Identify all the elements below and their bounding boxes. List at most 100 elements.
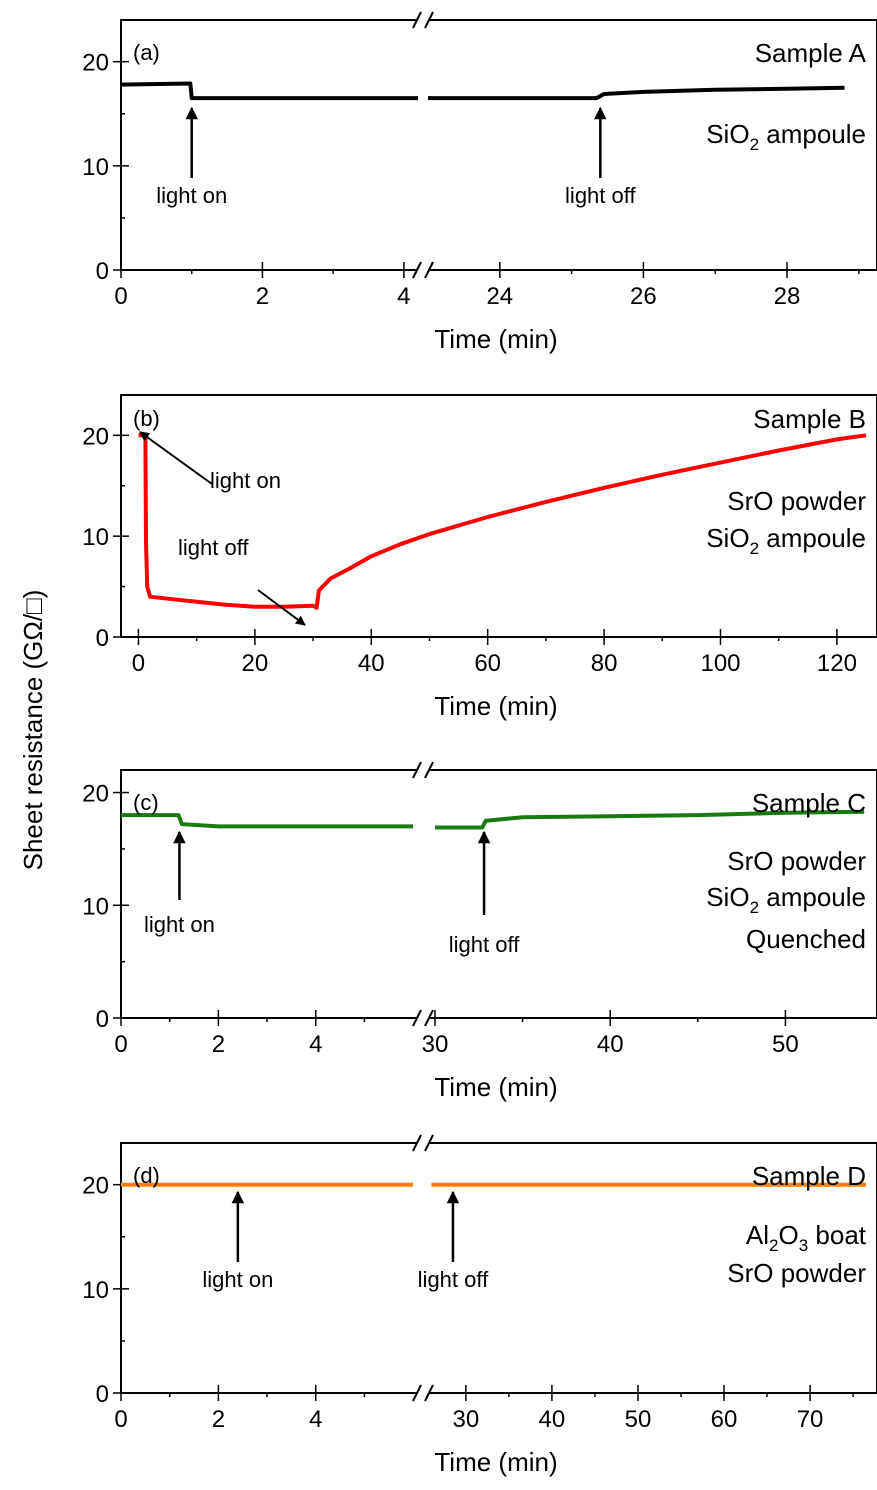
- data-series-line: [120, 81, 418, 101]
- x-tick-label: 60: [474, 650, 501, 677]
- x-tick-label: 120: [817, 650, 857, 677]
- x-tick-label: 4: [309, 1406, 322, 1433]
- x-tick-label: 0: [114, 283, 127, 310]
- condition-text: SiO: [706, 523, 749, 553]
- plot-frame: [120, 1142, 877, 1394]
- condition-text: Al: [746, 1220, 769, 1250]
- condition-subscript: 3: [799, 1236, 808, 1255]
- panel-letter: (d): [133, 1163, 160, 1188]
- annotation-label: light on: [210, 468, 281, 493]
- axis-break-gap: [417, 1389, 429, 1397]
- condition-text: SrO powder: [727, 1258, 866, 1288]
- data-series-line: [121, 813, 414, 829]
- x-tick-label: 28: [774, 283, 801, 310]
- annotation-label: light off: [178, 535, 249, 560]
- x-axis-title: Time (min): [434, 324, 557, 354]
- x-tick-label: 0: [114, 1031, 127, 1058]
- x-tick-label: 50: [772, 1031, 799, 1058]
- y-tick-label: 20: [82, 1173, 109, 1200]
- condition-label: SiO2 ampoule: [706, 119, 866, 154]
- y-tick-label: 0: [96, 1381, 109, 1408]
- annotation-label: light off: [418, 1267, 489, 1292]
- x-tick-label: 30: [422, 1031, 449, 1058]
- panel-letter: (b): [133, 406, 160, 431]
- condition-subscript: 2: [750, 135, 759, 154]
- axis-break-mark: [412, 1134, 422, 1152]
- axis-break-mark: [412, 761, 422, 779]
- x-tick-label: 40: [358, 650, 385, 677]
- annotation-arrow: [257, 589, 306, 626]
- x-tick-label: 2: [212, 1406, 225, 1433]
- data-series-line: [138, 433, 867, 610]
- x-tick-label: 4: [397, 283, 410, 310]
- condition-label: Al2O3 boat: [746, 1220, 867, 1255]
- plot-frame: [120, 394, 877, 638]
- plot-frame: [120, 769, 877, 1019]
- x-tick-label: 40: [539, 1406, 566, 1433]
- axis-break-mark: [424, 11, 434, 29]
- y-tick-label: 10: [82, 893, 109, 920]
- condition-text: SrO powder: [727, 486, 866, 516]
- condition-label: SiO2 ampoule: [706, 523, 866, 558]
- condition-label: Quenched: [746, 924, 866, 954]
- x-tick-label: 0: [132, 650, 145, 677]
- sample-label: Sample D: [752, 1161, 866, 1191]
- axis-break-mark: [424, 1009, 434, 1027]
- data-series-line: [435, 809, 865, 830]
- axis-break-mark: [412, 1384, 422, 1402]
- x-axis-title: Time (min): [434, 1447, 557, 1477]
- panel-letter: (c): [133, 790, 159, 815]
- axis-break-gap: [417, 16, 429, 24]
- x-tick-label: 2: [212, 1031, 225, 1058]
- condition-label: SrO powder: [727, 486, 866, 516]
- x-tick-label: 60: [711, 1406, 738, 1433]
- x-tick-label: 20: [242, 650, 269, 677]
- sample-label: Sample A: [755, 38, 867, 68]
- y-tick-label: 10: [82, 154, 109, 181]
- y-tick-label: 10: [82, 524, 109, 551]
- condition-text: ampoule: [759, 119, 866, 149]
- condition-subscript: 2: [750, 539, 759, 558]
- annotation-label: light on: [144, 912, 215, 937]
- x-tick-label: 2: [256, 283, 269, 310]
- condition-label: SrO powder: [727, 846, 866, 876]
- x-tick-label: 80: [591, 650, 618, 677]
- chart-panel-4: 0 10 20 0 2 4 30 40 50 60 70 Time (min) (d) Sample D A…: [82, 1134, 877, 1477]
- y-tick-label: 20: [82, 781, 109, 808]
- sample-label: Sample B: [753, 404, 866, 434]
- axis-break-mark: [424, 1384, 434, 1402]
- condition-text: SiO: [706, 119, 749, 149]
- y-tick-label: 0: [96, 258, 109, 285]
- y-tick-label: 10: [82, 1277, 109, 1304]
- x-axis-title: Time (min): [434, 691, 557, 721]
- x-tick-label: 40: [597, 1031, 624, 1058]
- condition-text: Quenched: [746, 924, 866, 954]
- condition-subscript: 2: [769, 1236, 778, 1255]
- annotation-arrow: [139, 431, 213, 485]
- x-axis-title: Time (min): [434, 1072, 557, 1102]
- y-tick-label: 0: [96, 1006, 109, 1033]
- y-axis-title: Sheet resistance (GΩ/□): [18, 590, 48, 871]
- axis-break-gap: [417, 266, 429, 274]
- axis-break-gap: [417, 1139, 429, 1147]
- x-tick-label: 26: [630, 283, 657, 310]
- x-tick-label: 0: [114, 1406, 127, 1433]
- axis-break-mark: [424, 1134, 434, 1152]
- axis-break-mark: [424, 761, 434, 779]
- annotation-label: light on: [202, 1267, 273, 1292]
- x-tick-label: 70: [797, 1406, 824, 1433]
- condition-text: ampoule: [759, 523, 866, 553]
- condition-text: ampoule: [759, 882, 866, 912]
- sample-label: Sample C: [752, 788, 866, 818]
- y-tick-label: 0: [96, 625, 109, 652]
- x-tick-label: 100: [700, 650, 740, 677]
- x-tick-label: 4: [309, 1031, 322, 1058]
- condition-label: SiO2 ampoule: [706, 882, 866, 917]
- axis-break-mark: [412, 261, 422, 279]
- annotation-label: light off: [449, 932, 520, 957]
- plot-frame: [120, 19, 877, 271]
- panel-letter: (a): [133, 40, 160, 65]
